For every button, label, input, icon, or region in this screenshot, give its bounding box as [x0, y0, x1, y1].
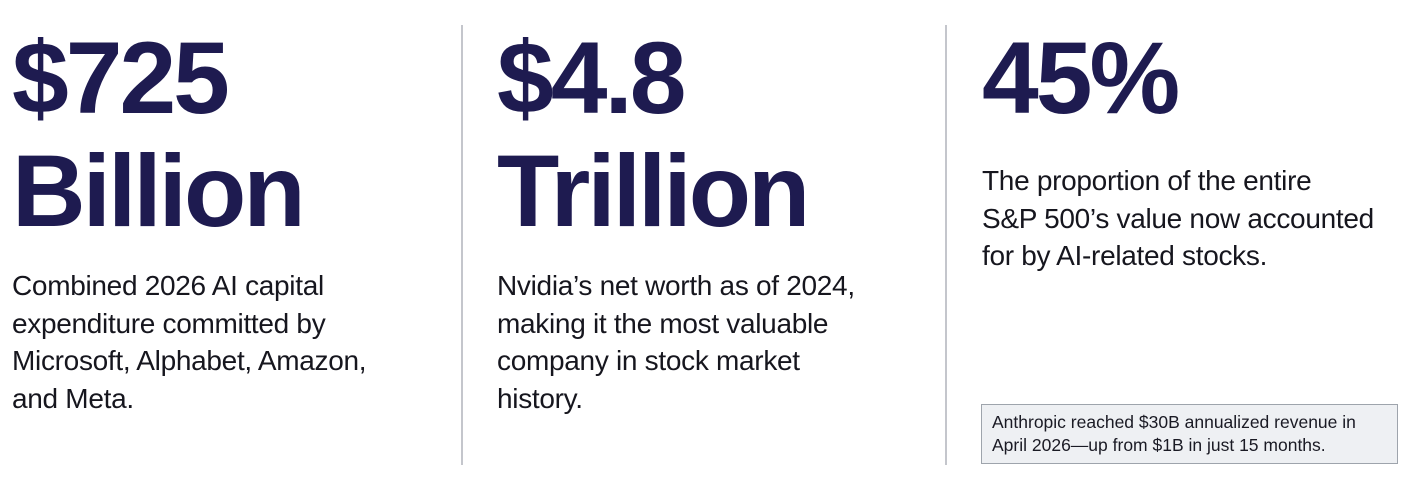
stat-headline: 45%	[982, 21, 1180, 135]
headline-line: $725	[12, 21, 230, 135]
description-line: for by AI-related stocks.	[982, 240, 1268, 271]
stat-column: $4.8 Trillion Nvidia’s net worth as of 202…	[497, 0, 937, 477]
description-line: Combined 2026 AI capital	[12, 270, 324, 301]
note-line: Anthropic reached $30B annualized revenu…	[992, 412, 1356, 432]
divider	[461, 25, 463, 465]
stat-column: $725 Billion Combined 2026 AI capital expen…	[12, 0, 452, 477]
divider	[945, 25, 947, 465]
description-line: and Meta.	[12, 382, 134, 414]
headline-line: $4.8	[497, 21, 687, 135]
stat-column: 45% The proportion of the entire S&P 500’s…	[982, 0, 1422, 477]
headline-line: Billion	[12, 134, 306, 248]
stat-headline: $4.8 Trillion	[497, 21, 810, 248]
note-box: Anthropic reached $30B annualized revenu…	[981, 404, 1398, 464]
stat-description: The proportion of the entire S&P 500’s va…	[982, 162, 1374, 275]
stat-description: Nvidia’s net worth as of 2024, making it …	[497, 267, 855, 417]
description-line: history.	[497, 382, 583, 414]
description-line: company in stock market	[497, 345, 800, 376]
description-line: making it the most valuable	[497, 307, 829, 339]
description-line: expenditure committed by	[12, 307, 326, 339]
stat-description: Combined 2026 AI capital expenditure comm…	[12, 267, 367, 417]
description-line: Nvidia’s net worth as of 2024,	[497, 270, 855, 301]
headline-line: Trillion	[497, 134, 810, 248]
description-line: The proportion of the entire	[982, 165, 1312, 196]
description-line: Microsoft, Alphabet, Amazon,	[12, 345, 367, 376]
description-line: S&P 500’s value now accounted	[982, 202, 1374, 234]
headline-line: 45%	[982, 21, 1180, 135]
stat-headline: $725 Billion	[12, 21, 306, 248]
note-line: April 2026—up from $1B in just 15 months…	[992, 435, 1326, 455]
